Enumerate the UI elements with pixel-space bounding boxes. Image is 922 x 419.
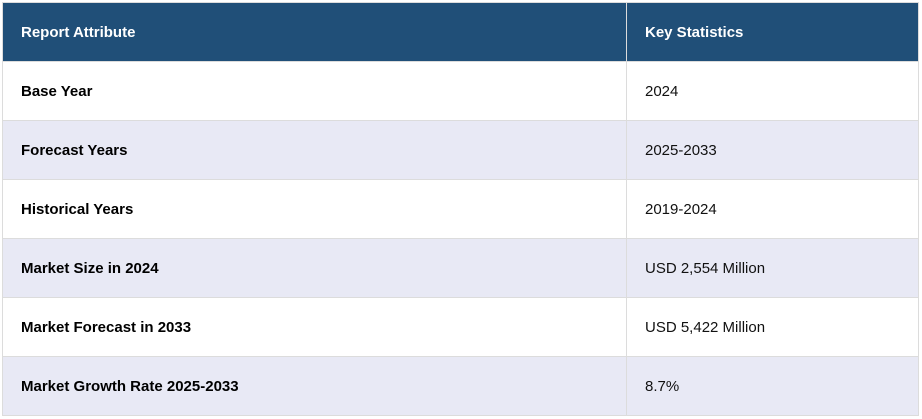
value-cell: 2024 xyxy=(626,61,919,121)
value-cell: 2025-2033 xyxy=(626,120,919,180)
value-cell: USD 5,422 Million xyxy=(626,297,919,357)
table-row: Market Size in 2024 USD 2,554 Million xyxy=(2,238,919,298)
value-cell: USD 2,554 Million xyxy=(626,238,919,298)
value-cell: 2019-2024 xyxy=(626,179,919,239)
table-row: Base Year 2024 xyxy=(2,61,919,121)
attribute-cell: Market Forecast in 2033 xyxy=(2,297,627,357)
table-row: Market Growth Rate 2025-2033 8.7% xyxy=(2,356,919,416)
table-row: Forecast Years 2025-2033 xyxy=(2,120,919,180)
header-report-attribute: Report Attribute xyxy=(2,2,627,62)
attribute-cell: Forecast Years xyxy=(2,120,627,180)
attribute-cell: Historical Years xyxy=(2,179,627,239)
table-row: Historical Years 2019-2024 xyxy=(2,179,919,239)
header-key-statistics: Key Statistics xyxy=(626,2,919,62)
attribute-cell: Market Growth Rate 2025-2033 xyxy=(2,356,627,416)
attribute-cell: Base Year xyxy=(2,61,627,121)
table-header-row: Report Attribute Key Statistics xyxy=(2,2,919,62)
value-cell: 8.7% xyxy=(626,356,919,416)
attribute-cell: Market Size in 2024 xyxy=(2,238,627,298)
table-row: Market Forecast in 2033 USD 5,422 Millio… xyxy=(2,297,919,357)
